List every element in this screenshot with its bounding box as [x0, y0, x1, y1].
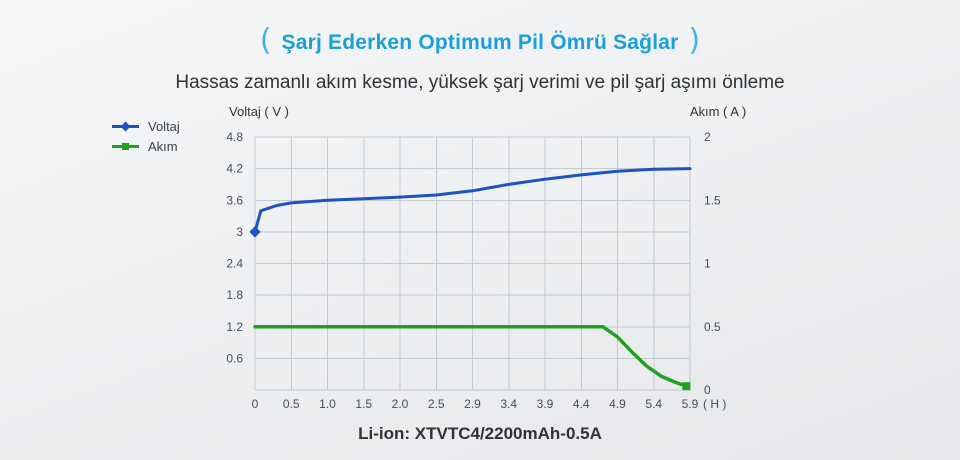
voltage-tick-label: 0.6 [226, 351, 243, 365]
legend: Voltaj Akım [112, 119, 180, 154]
title-text: Şarj Ederken Optimum Pil Ömrü Sağlar [281, 31, 679, 54]
legend-label-voltaj: Voltaj [148, 119, 180, 134]
legend-item-akim: Akım [112, 139, 180, 154]
x-tick-label: 2.0 [392, 397, 409, 411]
voltage-axis-title: Voltaj ( V ) [229, 104, 289, 119]
voltage-tick-label: 2.4 [226, 257, 243, 271]
x-tick-label: 3.9 [537, 397, 554, 411]
x-tick-label: 5.9 [682, 397, 699, 411]
series-line-voltaj [253, 167, 692, 234]
x-tick-label: 3.4 [500, 397, 517, 411]
x-tick-label: 4.4 [573, 397, 590, 411]
current-axis-title: Akım ( A ) [689, 104, 747, 119]
voltage-tick-label: 4.2 [226, 162, 243, 176]
title-bracket-left-icon: ( [259, 23, 272, 58]
title-bracket-right-icon: ) [688, 23, 701, 58]
series-marker-square-icon [682, 382, 691, 391]
voltage-tick-label: 3.6 [226, 193, 243, 207]
x-tick-label: 0.5 [283, 397, 300, 411]
voltaj-line-marker-icon [112, 121, 139, 132]
current-tick-label: 0.5 [704, 320, 721, 334]
x-tick-label: 1.5 [355, 397, 372, 411]
series-line-akım [253, 325, 689, 388]
page-title: ( Şarj Ederken Optimum Pil Ömrü Sağlar ) [0, 23, 960, 58]
voltage-tick-label: 3 [236, 225, 243, 239]
voltage-tick-label: 4.8 [226, 130, 243, 144]
current-tick-label: 2 [704, 130, 711, 144]
x-tick-label: 4.9 [609, 397, 626, 411]
current-tick-label: 0 [704, 383, 711, 397]
akim-line-marker-icon [112, 142, 139, 151]
voltage-tick-label: 1.8 [226, 288, 243, 302]
subtitle: Hassas zamanlı akım kesme, yüksek şarj v… [175, 72, 785, 93]
current-tick-label: 1 [704, 257, 711, 271]
chart-caption: Li-ion: XTVTC4/2200mAh-0.5A [358, 424, 602, 443]
x-tick-label: 2.9 [464, 397, 481, 411]
current-tick-label: 1.5 [704, 193, 721, 207]
x-tick-label: 2.5 [428, 397, 445, 411]
series-marker-diamond-icon [249, 226, 261, 238]
legend-label-akim: Akım [148, 139, 178, 154]
voltage-tick-label: 1.2 [226, 320, 243, 334]
x-tick-label: 0 [252, 397, 259, 411]
x-axis-unit-label: ( H ) [703, 397, 726, 411]
x-tick-label: 5.4 [645, 397, 662, 411]
legend-item-voltaj: Voltaj [112, 119, 180, 134]
x-tick-label: 1.0 [319, 397, 336, 411]
